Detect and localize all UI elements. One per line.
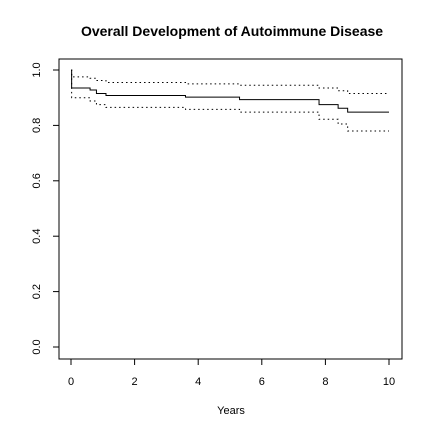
x-tick-label: 2 <box>132 376 138 388</box>
survival-curve <box>71 69 389 113</box>
confidence-bound-curve <box>71 69 389 132</box>
x-axis-label: Years <box>217 405 245 417</box>
x-tick-label: 10 <box>383 376 395 388</box>
series-layer <box>71 69 389 132</box>
y-tick-label: 0.6 <box>31 173 43 188</box>
y-tick-label: 0.2 <box>31 284 43 299</box>
confidence-bound-curve <box>71 69 389 95</box>
x-tick-label: 0 <box>68 376 74 388</box>
y-tick-label: 0.0 <box>31 339 43 354</box>
x-tick-label: 6 <box>259 376 265 388</box>
y-axis: 0.0 0.2 0.4 0.6 0.8 1.0 <box>31 62 60 355</box>
chart-title: Overall Development of Autoimmune Diseas… <box>81 23 383 39</box>
y-tick-label: 0.8 <box>31 118 43 133</box>
x-tick-label: 4 <box>195 376 201 388</box>
x-tick-label: 8 <box>322 376 328 388</box>
x-axis: 0 2 4 6 8 10 <box>68 358 395 388</box>
y-tick-label: 1.0 <box>31 62 43 77</box>
plot-frame <box>58 58 403 360</box>
y-tick-label: 0.4 <box>31 229 43 244</box>
